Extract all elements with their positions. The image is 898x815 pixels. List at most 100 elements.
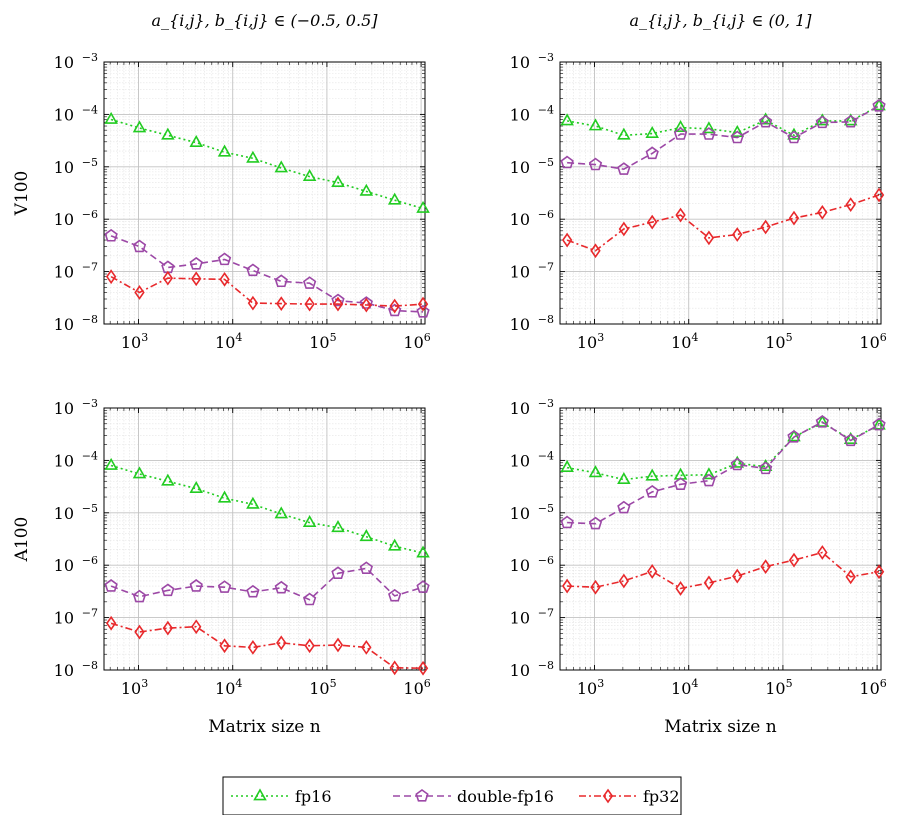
y-tick-exp: −3 [538,397,554,410]
y-tick-label: 10 −8 [54,659,98,680]
x-tick-exp: 5 [330,677,337,690]
y-tick-label: 10 −6 [510,554,554,575]
data-point-fp16 [560,459,574,472]
data-point-fp16 [588,465,603,478]
data-point-double-fp16 [331,566,345,579]
series-fp32 [105,269,429,314]
y-tick-exp: −6 [82,554,98,567]
data-point-fp16 [274,506,289,519]
y-tick-base: 10 [510,315,530,334]
data-point-double-fp16 [416,580,430,593]
series-line-double-fp16 [567,421,880,525]
y-tick-label: 10 −6 [54,208,98,229]
data-point-double-fp16 [815,115,829,129]
data-point-double-fp16 [246,263,260,277]
data-point-fp16 [359,529,374,542]
data-point-fp16 [416,545,430,558]
data-point-double-fp16 [872,98,886,112]
plot-frame [103,61,426,325]
x-tick-exp: 6 [424,677,431,690]
y-tick-label: 10 −8 [54,313,98,334]
y-tick-label: 10 −5 [510,502,554,523]
y-tick-label: 10 −7 [510,261,554,282]
y-tick-exp: −7 [82,261,98,274]
major-grid [104,61,425,325]
legend-label: fp16 [295,787,332,806]
y-tick-label: 10 −5 [54,502,98,523]
data-point-double-fp16 [189,579,203,592]
y-tick-exp: −3 [82,397,98,410]
series-fp16 [104,457,430,558]
series-line-fp32 [110,276,424,307]
series-double-fp16 [560,415,886,530]
data-point-fp16 [161,127,175,140]
y-tick-label: 10 −4 [54,103,98,124]
x-tick-base: 10 [309,333,329,352]
series-fp32 [105,615,429,676]
legend-item-fp32: fp32 [579,787,680,806]
y-tick-label: 10 −3 [510,51,554,72]
data-point-double-fp16 [189,256,203,270]
data-point-fp32 [105,269,117,285]
plot-frame [559,407,882,671]
data-point-double-fp16 [844,433,858,447]
major-grid [104,407,425,671]
y-tick-base: 10 [510,53,530,72]
data-point-double-fp16 [730,130,744,144]
y-tick-exp: −4 [538,449,554,462]
x-tick-label: 105 [309,677,336,698]
legend: fp16 double-fp16 fp32 [222,776,682,815]
major-grid [560,407,881,671]
x-tick-exp: 3 [141,677,148,690]
data-point-fp32 [703,575,715,591]
data-point-double-fp16 [302,592,317,606]
data-point-fp16 [359,183,374,196]
y-tick-base: 10 [510,263,530,282]
data-point-fp32 [703,230,715,246]
x-axis-label: Matrix size n [208,717,321,737]
y-tick-base: 10 [54,399,74,418]
y-tick-exp: −8 [82,659,98,672]
y-tick-exp: −6 [82,208,98,221]
data-point-fp32 [817,204,828,220]
plot-frame [559,61,882,325]
x-tick-base: 10 [671,333,691,352]
data-point-fp16 [331,520,345,533]
data-point-double-fp16 [560,155,574,169]
data-point-fp32 [191,271,202,287]
data-point-double-fp16 [161,583,175,597]
data-point-fp16 [104,457,118,470]
series-line-fp16 [566,105,880,137]
x-tick-base: 10 [121,679,141,698]
data-point-fp32 [618,573,630,589]
y-tick-base: 10 [54,210,74,229]
data-point-fp32 [732,227,743,242]
y-tick-exp: −6 [538,554,554,567]
data-point-fp16 [302,514,317,528]
y-tick-label: 10 −7 [54,261,98,282]
y-tick-base: 10 [54,105,74,124]
y-tick-base: 10 [510,158,530,177]
x-tick-base: 10 [403,679,423,698]
y-tick-exp: −7 [538,607,554,620]
x-tick-label: 106 [403,677,430,698]
data-point-double-fp16 [617,500,631,514]
x-tick-exp: 6 [880,677,887,690]
data-point-fp32 [191,619,202,635]
data-point-double-fp16 [331,293,345,307]
data-point-fp16 [161,473,175,486]
x-tick-exp: 4 [235,677,242,690]
y-tick-exp: −5 [82,156,98,169]
data-point-fp32 [561,232,573,248]
y-tick-base: 10 [510,399,530,418]
data-point-fp16 [673,119,688,132]
legend-item-double-fp16: double-fp16 [393,787,554,806]
series-fp32 [561,545,885,596]
y-tick-base: 10 [510,609,530,628]
x-tick-base: 10 [765,333,785,352]
row-label: A100 [12,517,32,563]
y-tick-label: 10 −6 [510,208,554,229]
y-tick-base: 10 [54,158,74,177]
y-tick-base: 10 [510,556,530,575]
data-point-fp16 [702,121,716,134]
